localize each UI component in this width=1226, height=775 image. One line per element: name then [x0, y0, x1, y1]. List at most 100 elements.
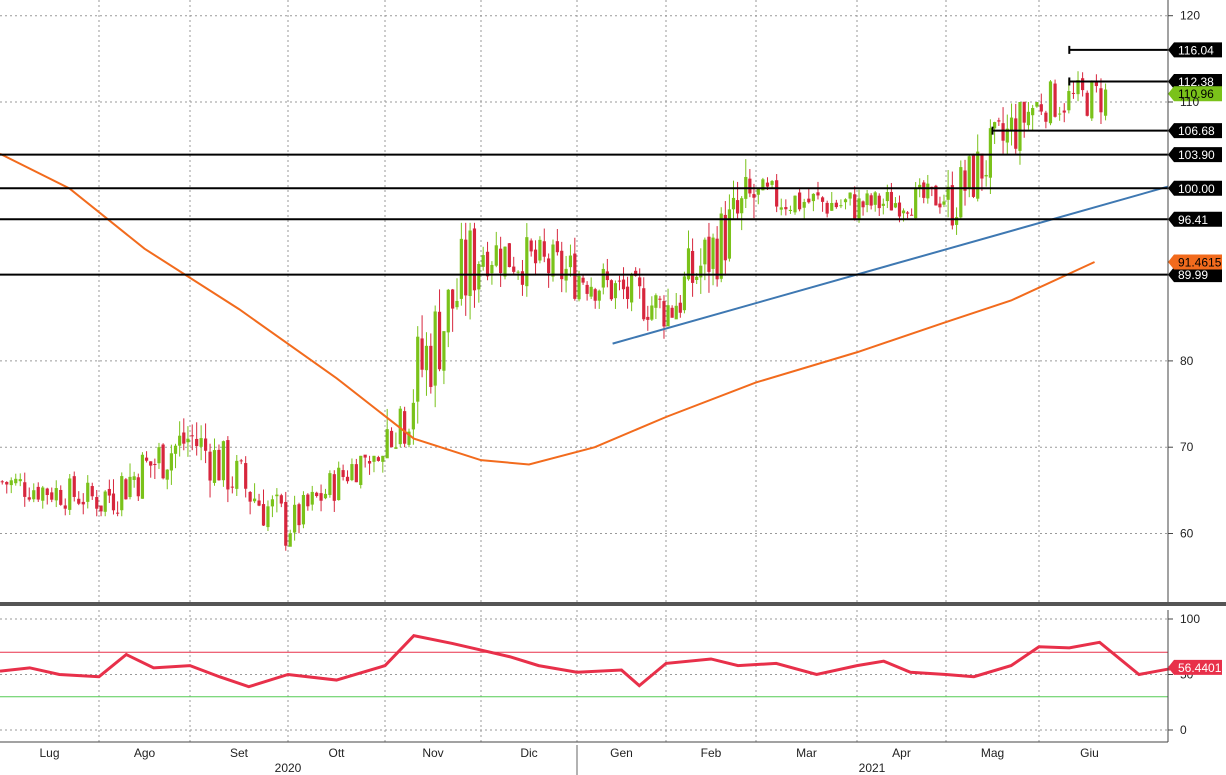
level-tag-3-box: [1168, 147, 1222, 163]
candle-body: [208, 451, 212, 481]
candle-body: [472, 228, 477, 291]
candle-body: [568, 255, 573, 268]
candle-body: [203, 438, 208, 451]
level-label-1: 112.38: [1178, 75, 1214, 89]
last-price-label: 110.96: [1178, 87, 1214, 101]
candle-body: [727, 209, 732, 259]
candle-body: [715, 238, 719, 280]
candle-body: [585, 284, 589, 294]
candle-body: [442, 331, 446, 371]
candle-body: [323, 493, 328, 499]
candle-body: [542, 241, 546, 257]
price-tick-label: 80: [1180, 354, 1194, 368]
x-month-label: Mar: [796, 746, 817, 760]
candle-body: [857, 198, 861, 220]
candle-body: [363, 454, 367, 458]
candle-body: [682, 276, 687, 311]
candle-body: [662, 301, 666, 327]
candle-body: [520, 271, 525, 285]
candle-body: [481, 255, 485, 267]
candle-body: [429, 345, 433, 387]
candle-body: [897, 202, 902, 217]
candle-body: [494, 245, 498, 266]
x-month-label: Lug: [39, 746, 59, 760]
candle-body: [199, 438, 203, 447]
candle-body: [1022, 101, 1026, 123]
x-month-label: Gen: [610, 746, 633, 760]
candle-body: [90, 486, 94, 497]
candle-body: [670, 307, 674, 318]
candle-body: [411, 402, 415, 430]
candle-body: [477, 264, 481, 290]
candle-body: [980, 153, 984, 179]
ma-tag: 91.4615: [1168, 254, 1222, 270]
candle-body: [770, 181, 774, 185]
candle-body: [5, 482, 9, 485]
candle-body: [963, 170, 967, 191]
candle-body: [54, 488, 58, 501]
candle-body: [638, 277, 642, 287]
candle-body: [459, 238, 463, 299]
candle-body: [244, 463, 248, 489]
candle-body: [735, 200, 740, 214]
candle-body: [926, 183, 930, 199]
candle-body: [573, 253, 577, 299]
level-label-5: 96.41: [1178, 213, 1208, 227]
candle-body: [319, 493, 323, 501]
candle-body: [252, 498, 257, 502]
candle-body: [695, 276, 699, 280]
candle-body: [293, 504, 297, 533]
candle-body: [490, 264, 494, 274]
candle-body: [111, 493, 116, 511]
level-label-6: 89.99: [1178, 268, 1208, 282]
candle-body: [551, 244, 555, 277]
candle-body: [372, 455, 376, 462]
candle-body: [555, 241, 559, 253]
osc-last-label: 56.4401: [1178, 661, 1222, 675]
candle-body: [178, 435, 182, 446]
level-tag-4-box: [1168, 180, 1222, 196]
moving-average-line: [0, 152, 1095, 466]
candle-body: [239, 460, 243, 462]
candle-body: [1053, 83, 1057, 117]
grid-lines: [0, 0, 1168, 742]
candle-body: [793, 195, 797, 213]
candle-body: [577, 276, 581, 300]
x-month-label: Nov: [422, 746, 443, 760]
candle-body: [1039, 104, 1043, 112]
last-price-tag-box: [1168, 86, 1222, 102]
candle-body: [646, 316, 650, 320]
candle-body: [779, 207, 783, 210]
candle-body: [621, 279, 626, 290]
candle-body: [1058, 113, 1062, 115]
candle-body: [18, 479, 22, 482]
candle-body: [839, 205, 843, 207]
candle-body: [99, 505, 103, 512]
candle-body: [350, 464, 354, 481]
candle-body: [634, 270, 638, 276]
candle-body: [905, 212, 910, 214]
candle-body: [967, 156, 971, 189]
candle-body: [816, 192, 820, 196]
candle-body: [235, 460, 239, 489]
level-tag-4: 100.00: [1168, 180, 1222, 196]
candle-body: [288, 533, 292, 547]
candle-body: [674, 305, 678, 320]
candle-body: [834, 202, 838, 208]
candle-body: [630, 274, 634, 303]
candle-body: [946, 186, 950, 200]
candle-body: [455, 300, 459, 308]
candle-body: [32, 490, 36, 500]
candle-body: [686, 248, 691, 280]
candle-body: [690, 250, 695, 283]
level-tag-2-box: [1168, 123, 1222, 139]
ma-label: 91.4615: [1178, 255, 1222, 269]
x-month-label: Ott: [328, 746, 345, 760]
candle-body: [284, 501, 288, 546]
candle-body: [658, 298, 662, 300]
candle-body: [332, 474, 336, 501]
candle-body: [1071, 92, 1076, 94]
candle-body: [136, 477, 140, 497]
candle-body: [226, 440, 230, 490]
candle-body: [248, 492, 252, 502]
